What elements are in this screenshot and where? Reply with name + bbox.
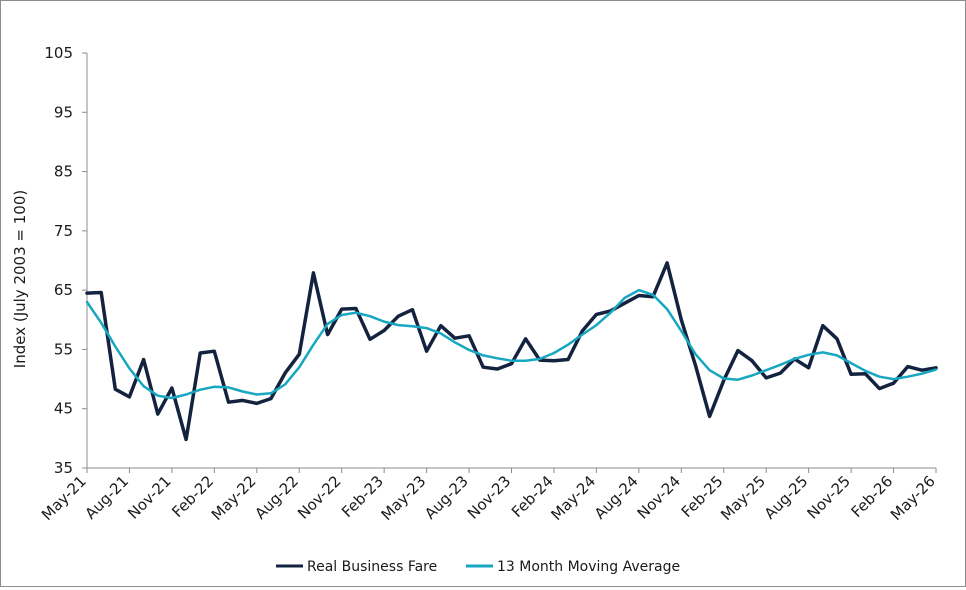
x-tick-label: Aug-21 [82,472,133,523]
x-tick-label: Nov-21 [124,472,174,522]
x-tick-label: May-22 [208,472,260,524]
legend-label-moving-average: 13 Month Moving Average [497,559,680,575]
x-tick-label: Nov-24 [634,472,684,522]
x-tick-label: May-23 [378,472,430,524]
x-tick-label: May-21 [38,472,90,524]
y-tick-label: 45 [54,400,73,418]
x-tick-label: Aug-25 [761,472,812,523]
legend-label-real-business-fare: Real Business Fare [307,559,437,575]
x-tick-label: Nov-22 [294,472,344,522]
y-axis-ticks: 35 45 55 65 75 85 95 105 [44,44,87,477]
x-tick-label: May-24 [547,472,599,524]
y-tick-label: 95 [54,103,73,121]
y-tick-label: 75 [54,222,73,240]
y-tick-label: 55 [54,340,73,358]
x-tick-label: May-26 [887,472,939,524]
series-line-moving-average [85,288,938,400]
y-tick-label: 65 [54,281,73,299]
x-tick-label: Aug-24 [591,472,642,523]
x-tick-label: Nov-25 [803,472,853,522]
x-tick-label: Aug-22 [251,472,302,523]
x-tick-label: Aug-23 [421,472,472,523]
y-tick-label: 35 [54,459,73,477]
y-tick-label: 85 [54,163,73,181]
x-tick-label: May-25 [717,472,769,524]
x-axis-ticks: May-21Aug-21Nov-21Feb-22May-22Aug-22Nov-… [38,468,939,524]
series-lines [85,261,938,442]
x-tick-label: Nov-23 [464,472,514,522]
legend: Real Business Fare 13 Month Moving Avera… [276,559,680,575]
y-axis-label: Index (July 2003 = 100) [11,190,29,368]
y-tick-label: 105 [44,44,73,62]
series-line-real-business-fare [85,261,938,442]
